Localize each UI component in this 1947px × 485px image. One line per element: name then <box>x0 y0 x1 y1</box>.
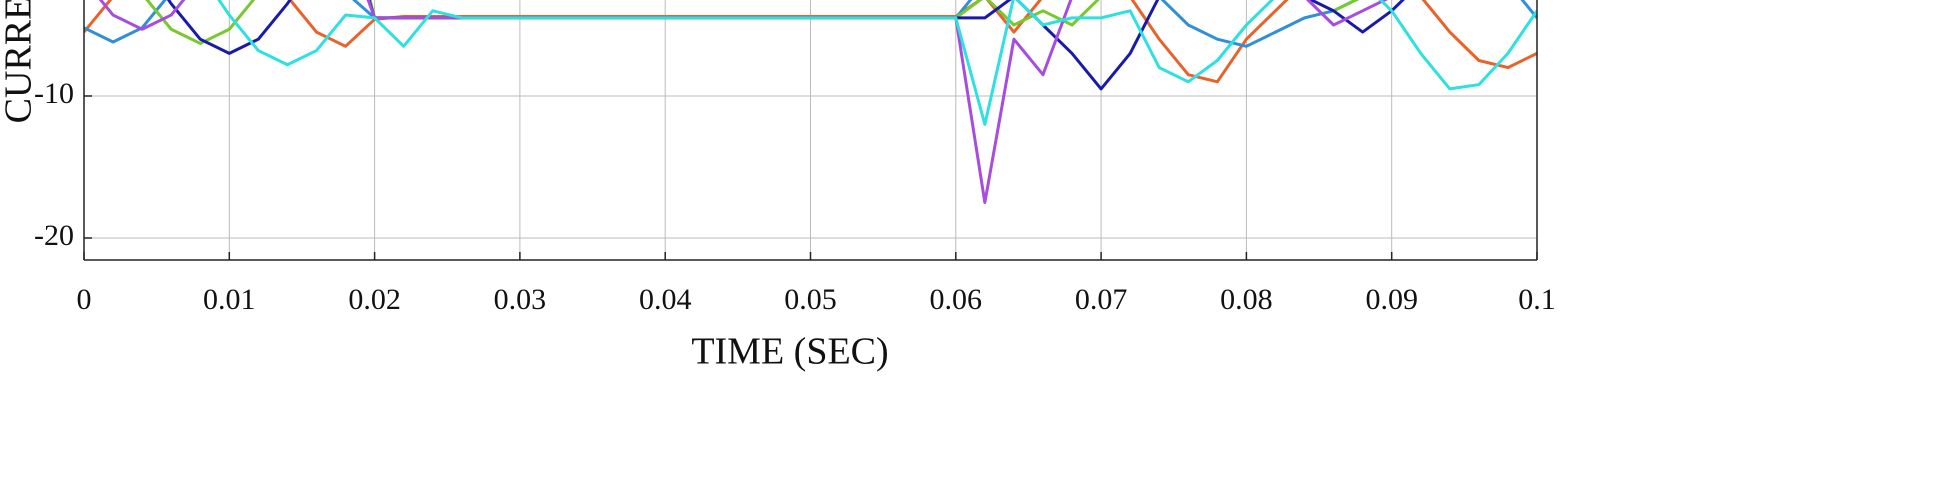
x-tick-label: 0.03 <box>494 283 547 316</box>
x-tick-label: 0.09 <box>1365 283 1418 316</box>
grid <box>83 0 1538 260</box>
series-line <box>217 0 1537 126</box>
x-tick-label: 0 <box>77 283 92 316</box>
plot-lines <box>84 0 1537 204</box>
x-tick-label: 0.1 <box>1518 283 1556 316</box>
x-tick-label: 0.08 <box>1220 283 1273 316</box>
y-tick-label: -20 <box>34 219 74 252</box>
x-tick-label: 0.01 <box>203 283 256 316</box>
x-axis-label: TIME (SEC) <box>691 331 888 373</box>
x-tick-label: 0.02 <box>348 283 401 316</box>
y-axis-label: CURRE <box>0 0 40 123</box>
x-tick-label: 0.04 <box>639 283 692 316</box>
x-tick-label: 0.07 <box>1075 283 1128 316</box>
x-tick-label: 0.06 <box>930 283 983 316</box>
y-tick-label: -10 <box>34 77 74 110</box>
x-tick-label: 0.05 <box>784 283 837 316</box>
